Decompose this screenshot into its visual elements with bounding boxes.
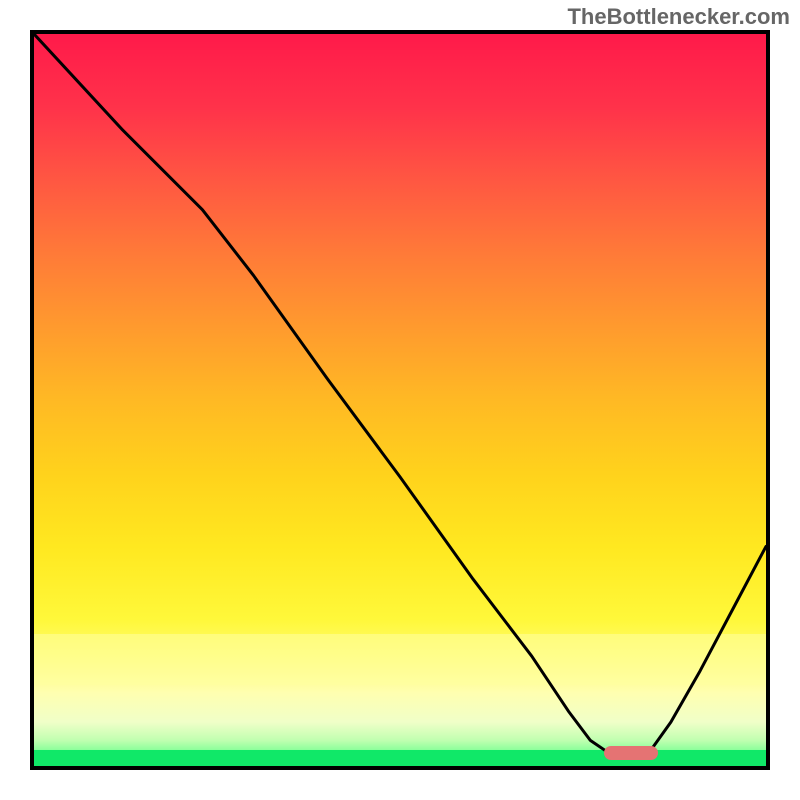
plot-area: [30, 30, 770, 770]
watermark-text: TheBottlenecker.com: [567, 4, 790, 30]
curve-line: [34, 34, 766, 766]
valley-marker: [604, 746, 658, 760]
chart-container: TheBottlenecker.com: [0, 0, 800, 800]
